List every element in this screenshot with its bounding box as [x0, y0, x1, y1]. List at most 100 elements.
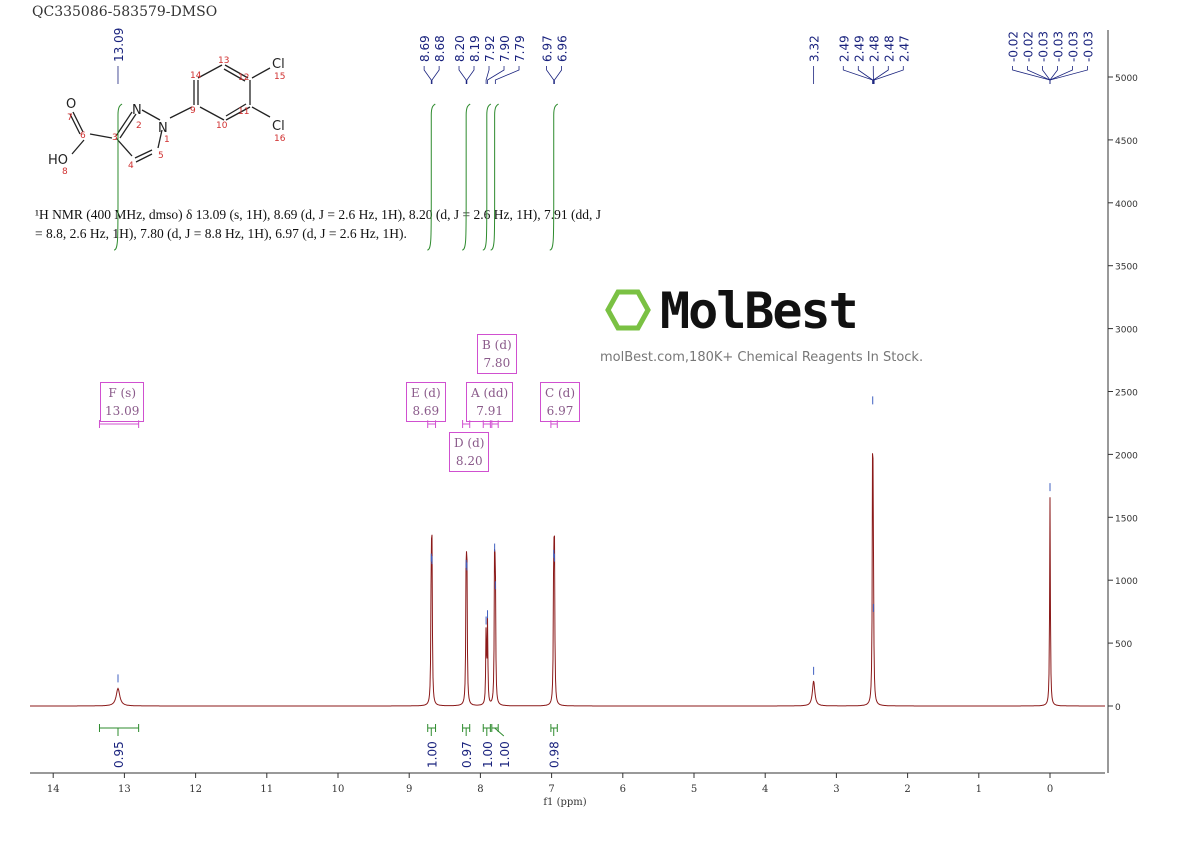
integral-value: 0.98 [548, 741, 562, 768]
x-tick-label: 13 [118, 784, 131, 795]
y-tick-label: 2500 [1115, 389, 1138, 399]
multiplet-box-D: D (d) 8.20 [449, 432, 490, 472]
watermark-logo-icon [605, 289, 651, 331]
peak-label-connector [487, 66, 505, 84]
peak-label: 7.79 [513, 35, 527, 62]
x-tick-label: 11 [260, 784, 273, 795]
atom-number: 15 [274, 72, 285, 82]
integral-bracket [98, 724, 140, 732]
atom-number: 12 [238, 73, 249, 83]
peak-label-connector [857, 66, 874, 84]
integral-curve [482, 103, 492, 251]
molecule-structure: O N N HO Cl Cl 7 6 3 2 1 4 5 8 9 14 13 1… [48, 56, 286, 177]
peak-label-connector [546, 66, 555, 84]
description-line: = 8.8, 2.6 Hz, 1H), 7.80 (d, J = 8.8 Hz,… [35, 226, 407, 241]
x-tick-label: 12 [189, 784, 202, 795]
x-tick-label: 10 [332, 784, 345, 795]
x-tick-label: 6 [620, 784, 626, 795]
peak-label: 2.47 [897, 35, 911, 62]
atom-number: 14 [190, 71, 202, 81]
y-tick-label: 4000 [1115, 200, 1138, 210]
atom-label: HO [48, 153, 68, 168]
watermark-tagline: molBest.com,180K+ Chemical Reagents In S… [600, 350, 924, 365]
atom-number: 16 [274, 134, 286, 144]
atom-label: N [158, 121, 168, 136]
integral-curve [549, 103, 559, 251]
x-tick-label: 1 [976, 784, 982, 795]
peak-label: 8.69 [418, 35, 432, 62]
integral-connector [494, 727, 505, 737]
peak-label-connector [431, 66, 440, 84]
peak-label: 8.68 [433, 35, 447, 62]
atom-number: 9 [190, 106, 196, 116]
integral-value: 1.00 [481, 741, 495, 768]
description-line: ¹H NMR (400 MHz, dmso) δ 13.09 (s, 1H), … [35, 207, 601, 222]
peak-label: 8.19 [468, 35, 482, 62]
peak-label-connector [458, 66, 467, 84]
y-tick-label: 1000 [1115, 577, 1138, 587]
y-tick-label: 4500 [1115, 137, 1138, 147]
integral-curve [461, 103, 471, 251]
peak-label-connector [466, 66, 475, 84]
peak-label: -0.02 [1022, 31, 1036, 62]
integral-value: 1.00 [498, 741, 512, 768]
integral-curve [427, 103, 436, 251]
atom-label: N [132, 103, 142, 118]
peak-label: 2.48 [867, 35, 881, 62]
atom-number: 5 [158, 151, 164, 161]
x-tick-label: 7 [548, 784, 554, 795]
multiplet-box-F: F (s) 13.09 [100, 382, 145, 422]
atom-label: Cl [272, 57, 285, 72]
y-tick-label: 0 [1115, 703, 1121, 713]
x-tick-label: 14 [47, 784, 60, 795]
atom-number: 4 [128, 161, 134, 171]
peak-label: 3.32 [808, 35, 822, 62]
atom-number: 6 [80, 131, 86, 141]
peak-label: -0.03 [1067, 31, 1081, 62]
peak-label-connector [1049, 66, 1088, 84]
integral-value: 0.97 [460, 741, 474, 768]
peak-label: 8.20 [453, 35, 467, 62]
peak-label-connector [873, 66, 889, 84]
multiplet-box-E: E (d) 8.69 [406, 382, 446, 422]
peak-label: 2.48 [882, 35, 896, 62]
x-tick-label: 5 [691, 784, 697, 795]
x-tick-label: 3 [833, 784, 839, 795]
spectrum-line [30, 453, 1105, 707]
peak-label-connector [873, 66, 904, 84]
y-tick-label: 2000 [1115, 451, 1138, 461]
peak-label: -0.03 [1037, 31, 1051, 62]
peak-label-connector [494, 66, 520, 84]
peak-label: 13.09 [112, 28, 126, 62]
peak-label-connector [554, 66, 562, 84]
atom-number: 11 [238, 107, 249, 117]
multiplet-box-B: B (d) 7.80 [477, 334, 517, 374]
atom-label: O [66, 97, 76, 112]
x-tick-label: 2 [904, 784, 910, 795]
atom-label: Cl [272, 119, 285, 134]
x-tick-label: 9 [406, 784, 412, 795]
peak-label: 6.97 [541, 35, 555, 62]
atom-number: 2 [136, 121, 142, 131]
peak-label: -0.03 [1052, 31, 1066, 62]
y-tick-label: 1500 [1115, 514, 1138, 524]
peak-label-connector [1012, 66, 1051, 84]
x-tick-label: 4 [762, 784, 768, 795]
multiplet-box-A: A (dd) 7.91 [466, 382, 514, 422]
sample-title: QC335086-583579-DMSO [32, 4, 218, 20]
integral-curve [490, 103, 499, 251]
multiplet-box-C: C (d) 6.97 [540, 382, 581, 422]
y-tick-label: 5000 [1115, 74, 1138, 84]
peak-label: 7.92 [483, 35, 497, 62]
x-tick-label: 0 [1047, 784, 1053, 795]
integral-curve [113, 103, 123, 251]
atom-number: 1 [164, 135, 170, 145]
atom-number: 13 [218, 56, 229, 66]
x-tick-label: 8 [477, 784, 483, 795]
peak-label-connector [485, 66, 490, 84]
peak-label: 2.49 [852, 35, 866, 62]
peak-label-connector [423, 66, 432, 84]
atom-number: 7 [67, 113, 73, 123]
nmr-description: ¹H NMR (400 MHz, dmso) δ 13.09 (s, 1H), … [35, 205, 615, 243]
